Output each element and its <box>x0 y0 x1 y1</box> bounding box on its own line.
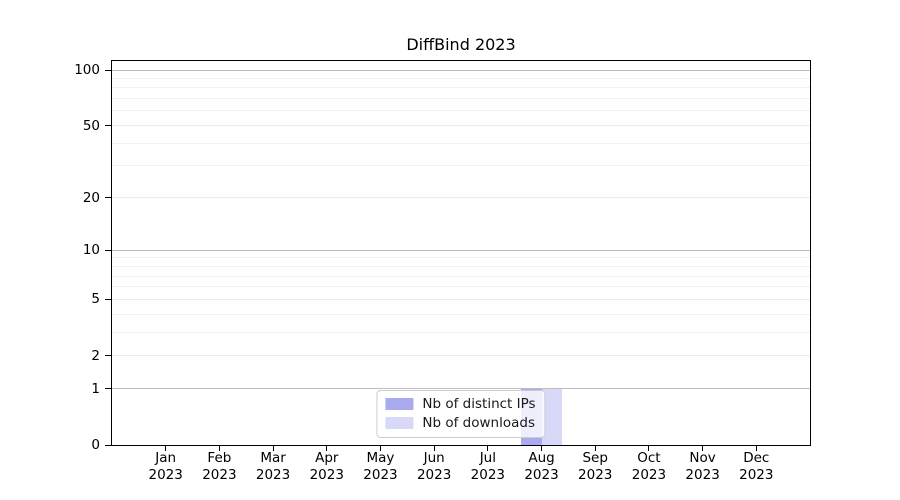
legend-item-downloads: Nb of downloads <box>385 415 535 431</box>
x-tick-feb <box>218 446 220 451</box>
x-tick-label-dec: Dec 2023 <box>739 450 774 483</box>
gridline-y-1 <box>112 388 810 390</box>
chart-title: DiffBind 2023 <box>406 35 516 54</box>
x-tick-aug <box>541 446 543 451</box>
gridline-y-90 <box>112 77 810 79</box>
gridline-y-30 <box>112 165 810 167</box>
legend-label-distinct-ips: Nb of distinct IPs <box>422 396 536 412</box>
gridline-y-100 <box>112 69 810 71</box>
y-tick-0 <box>105 444 111 446</box>
x-tick-may <box>379 446 381 451</box>
y-tick-20 <box>105 197 111 199</box>
y-tick-50 <box>105 125 111 127</box>
y-tick-10 <box>105 249 111 251</box>
y-tick-1 <box>105 388 111 390</box>
gridline-y-5 <box>112 298 810 300</box>
legend: Nb of distinct IPs Nb of downloads <box>376 390 546 438</box>
x-tick-oct <box>648 446 650 451</box>
gridline-y-2 <box>112 355 810 357</box>
x-tick-apr <box>326 446 328 451</box>
legend-swatch-downloads <box>385 417 414 429</box>
y-tick-label-100: 100 <box>74 62 100 78</box>
x-tick-dec <box>755 446 757 451</box>
y-tick-100 <box>105 69 111 71</box>
legend-item-distinct-ips: Nb of distinct IPs <box>385 396 536 412</box>
y-tick-label-0: 0 <box>91 437 100 453</box>
gridline-y-9 <box>112 257 810 259</box>
y-tick-5 <box>105 298 111 300</box>
x-tick-sep <box>594 446 596 451</box>
x-tick-label-mar: Mar 2023 <box>255 450 291 483</box>
x-tick-label-jan: Jan 2023 <box>148 450 183 483</box>
gridline-y-3 <box>112 331 810 333</box>
legend-label-downloads: Nb of downloads <box>422 415 535 431</box>
bar-downloads-aug <box>541 388 563 445</box>
y-tick-label-5: 5 <box>91 291 100 308</box>
gridline-y-20 <box>112 197 810 199</box>
gridline-y-10 <box>112 249 810 251</box>
x-tick-label-may: May 2023 <box>363 450 398 483</box>
gridline-y-50 <box>112 125 810 127</box>
x-tick-jul <box>487 446 489 451</box>
y-tick-label-1: 1 <box>91 380 100 397</box>
gridline-y-70 <box>112 98 810 100</box>
gridline-y-4 <box>112 313 810 315</box>
y-tick-2 <box>105 355 111 357</box>
x-tick-label-feb: Feb 2023 <box>202 450 237 483</box>
x-tick-label-jun: Jun 2023 <box>416 450 452 483</box>
gridline-y-40 <box>112 142 810 144</box>
y-tick-label-2: 2 <box>91 347 100 364</box>
x-tick-label-jul: Jul 2023 <box>470 450 506 483</box>
y-tick-label-10: 10 <box>82 242 100 259</box>
x-tick-label-nov: Nov 2023 <box>685 450 720 483</box>
y-tick-label-20: 20 <box>82 189 100 206</box>
x-tick-label-aug: Aug 2023 <box>524 450 559 483</box>
gridline-y-60 <box>112 110 810 112</box>
x-tick-nov <box>702 446 704 451</box>
x-tick-label-apr: Apr 2023 <box>309 450 344 483</box>
gridline-y-6 <box>112 286 810 288</box>
x-tick-label-sep: Sep 2023 <box>578 450 613 483</box>
plot-area: Nb of distinct IPs Nb of downloads <box>111 60 811 446</box>
gridline-y-80 <box>112 87 810 89</box>
y-tick-label-50: 50 <box>82 117 100 134</box>
x-tick-label-oct: Oct 2023 <box>631 450 667 483</box>
legend-swatch-distinct-ips <box>385 398 414 410</box>
x-tick-jan <box>165 446 167 451</box>
gridline-y-7 <box>112 275 810 277</box>
gridline-y-8 <box>112 265 810 267</box>
x-tick-jun <box>433 446 435 451</box>
x-tick-mar <box>272 446 274 451</box>
